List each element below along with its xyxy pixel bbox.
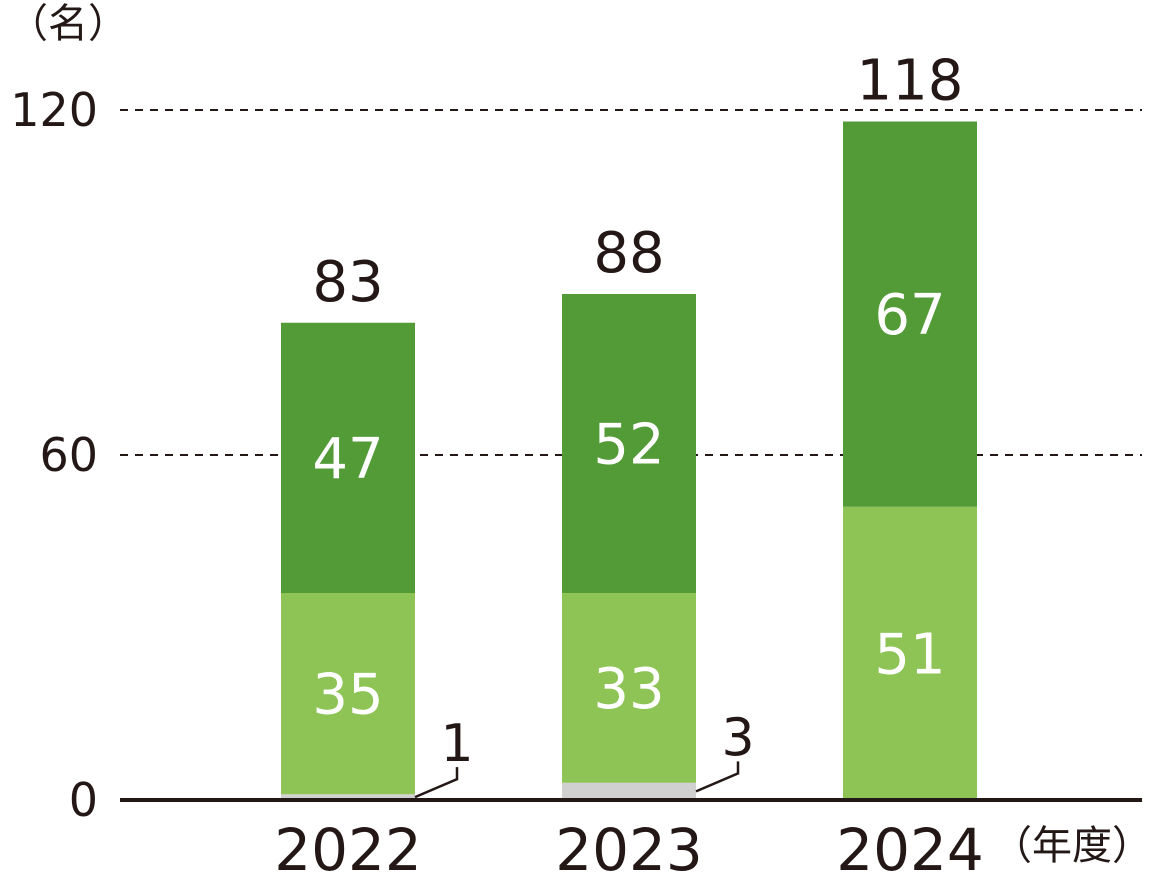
bar-2024-segment-1 — [843, 506, 977, 800]
total-label-2022: 83 — [312, 250, 383, 315]
bar-2022-segment-0 — [281, 794, 415, 800]
bar-2024-segment-2 — [843, 121, 977, 507]
total-label-2023: 88 — [593, 221, 664, 286]
bar-2023-segment-0 — [562, 782, 696, 800]
segment-label-2023-2: 52 — [593, 413, 664, 478]
segment-label-2023-1: 33 — [593, 657, 664, 722]
bar-2023-segment-2 — [562, 294, 696, 593]
x-axis-unit: （年度） — [992, 823, 1152, 869]
segment-label-2024-2: 67 — [874, 283, 945, 348]
callout-leader-2022 — [414, 767, 459, 799]
segment-label-2022-1: 35 — [312, 663, 383, 728]
bar-2023-segment-1 — [562, 593, 696, 783]
y-tick-label-120: 120 — [10, 83, 98, 137]
segment-label-2022-2: 47 — [312, 427, 383, 492]
bar-2022-segment-2 — [281, 322, 415, 593]
callout-label-2023: 3 — [721, 708, 754, 768]
callout-leader-2023 — [695, 761, 740, 793]
callout-label-2022: 1 — [440, 714, 473, 774]
segment-label-2024-1: 51 — [874, 622, 945, 687]
x-tick-label-2024: 2024 — [836, 816, 984, 880]
y-tick-label-60: 60 — [39, 428, 98, 482]
x-tick-label-2023: 2023 — [555, 816, 703, 880]
y-axis-unit: （名） — [8, 1, 128, 47]
total-label-2024: 118 — [857, 49, 964, 114]
x-tick-label-2022: 2022 — [274, 816, 422, 880]
bar-2022-segment-1 — [281, 593, 415, 795]
y-tick-label-0: 0 — [69, 773, 98, 827]
